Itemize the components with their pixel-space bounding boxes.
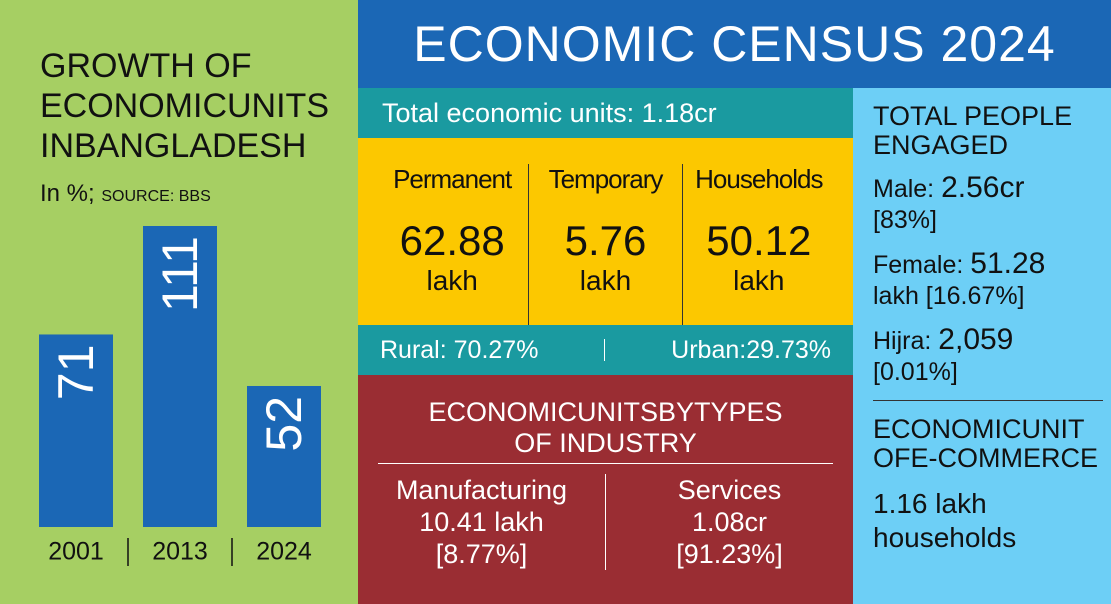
title-line: ECONOMICUNIT xyxy=(873,414,1085,444)
source: SOURCE: BBS xyxy=(101,188,211,205)
ecommerce-value: 1.16 lakh households xyxy=(873,487,1093,555)
unit-type: Temporary 5.76 lakh xyxy=(528,164,681,325)
value-label: 52 xyxy=(256,396,312,452)
main-title: ECONOMIC CENSUS 2024 xyxy=(358,0,1111,88)
label: Male: xyxy=(873,175,935,203)
bar xyxy=(247,385,321,527)
label: Services xyxy=(677,475,782,505)
unit: households xyxy=(873,522,1017,553)
value-label: 71 xyxy=(48,344,104,400)
label: Permanent xyxy=(393,164,512,194)
note: [0.01%] xyxy=(873,358,958,386)
industry-panel: ECONOMICUNITSBYTYPES OF INDUSTRY Manufac… xyxy=(358,375,853,604)
share: [91.23%] xyxy=(676,539,783,569)
chart-subtitle: In %; SOURCE: BBS xyxy=(40,180,211,208)
label: Female: xyxy=(873,251,964,279)
growth-panel: GROWTH OF ECONOMICUNITS INBANGLADESH In … xyxy=(0,0,358,604)
title-line: INBANGLADESH xyxy=(40,127,307,165)
title-line: ECONOMICUNITS xyxy=(40,87,329,125)
industry-item: Services 1.08cr [91.23%] xyxy=(605,474,853,570)
subtitle: In %; xyxy=(40,180,95,207)
share: [8.77%] xyxy=(435,539,528,569)
urban: Urban:29.73% xyxy=(671,336,831,364)
title-line: OFE-COMMERCE xyxy=(873,443,1098,473)
label: Hijra: xyxy=(873,327,932,355)
label: Temporary xyxy=(548,164,664,194)
unit: lakh xyxy=(426,265,478,296)
title-line: GROWTH OF xyxy=(40,47,252,85)
title-line: ENGAGED xyxy=(873,130,1009,160)
industry-title: ECONOMICUNITSBYTYPES OF INDUSTRY xyxy=(378,397,833,464)
ecommerce-title: ECONOMICUNIT OFE-COMMERCE xyxy=(873,414,1098,473)
unit-type: Permanent 62.88 lakh xyxy=(376,164,528,325)
value: 1.16 lakh xyxy=(873,488,987,519)
people-entry: Female: 51.28 lakh [16.67%] xyxy=(873,248,1093,312)
x-tick-label: 2024 xyxy=(256,538,312,566)
chart-title: GROWTH OF ECONOMICUNITS INBANGLADESH xyxy=(40,46,329,166)
title-line: OF INDUSTRY xyxy=(514,428,697,458)
value: 51.28 xyxy=(970,247,1046,280)
value: 10.41 lakh xyxy=(419,507,544,537)
value: 2.56cr xyxy=(941,171,1025,204)
label: Households xyxy=(695,164,823,194)
note: lakh [16.67%] xyxy=(873,282,1025,310)
rural: Rural: 70.27% xyxy=(380,336,539,364)
value: 50.12 xyxy=(706,217,812,264)
x-tick-label: 2001 xyxy=(48,538,104,566)
note: [83%] xyxy=(873,206,937,234)
divider xyxy=(873,400,1103,401)
unit: lakh xyxy=(579,265,632,296)
bar xyxy=(39,334,113,527)
value: 62.88 xyxy=(399,217,505,264)
title-line: TOTAL PEOPLE xyxy=(873,101,1073,131)
people-entry: Male: 2.56cr [83%] xyxy=(873,172,1093,236)
bar-chart: 71 2001 111 2013 52 2024 xyxy=(39,226,321,566)
people-title: TOTAL PEOPLE ENGAGED xyxy=(873,102,1093,160)
location-band: Rural: 70.27% Urban:29.73% xyxy=(358,325,853,375)
value: 2,059 xyxy=(938,323,1014,356)
x-tick-label: 2013 xyxy=(152,538,208,566)
unit-types: Permanent 62.88 lakh Temporary 5.76 lakh Hou… xyxy=(358,138,853,325)
industry-items: Manufacturing 10.41 lakh [8.77%] Services 1… xyxy=(358,474,853,570)
unit: lakh xyxy=(733,265,785,296)
people-entry: Hijra: 2,059 [0.01%] xyxy=(873,324,1093,388)
value-label: 111 xyxy=(152,236,208,312)
industry-item: Manufacturing 10.41 lakh [8.77%] xyxy=(358,474,605,570)
label: Manufacturing xyxy=(395,475,568,505)
total-units: Total economic units: 1.18cr xyxy=(358,88,853,138)
people-panel: TOTAL PEOPLE ENGAGED Male: 2.56cr [83%] F… xyxy=(853,88,1111,604)
value: 1.08cr xyxy=(691,507,768,537)
title-line: ECONOMICUNITSBYTYPES xyxy=(428,397,783,427)
value: 5.76 xyxy=(564,217,647,264)
unit-type: Households 50.12 lakh xyxy=(681,164,835,325)
divider xyxy=(604,339,606,361)
bar xyxy=(143,226,217,527)
